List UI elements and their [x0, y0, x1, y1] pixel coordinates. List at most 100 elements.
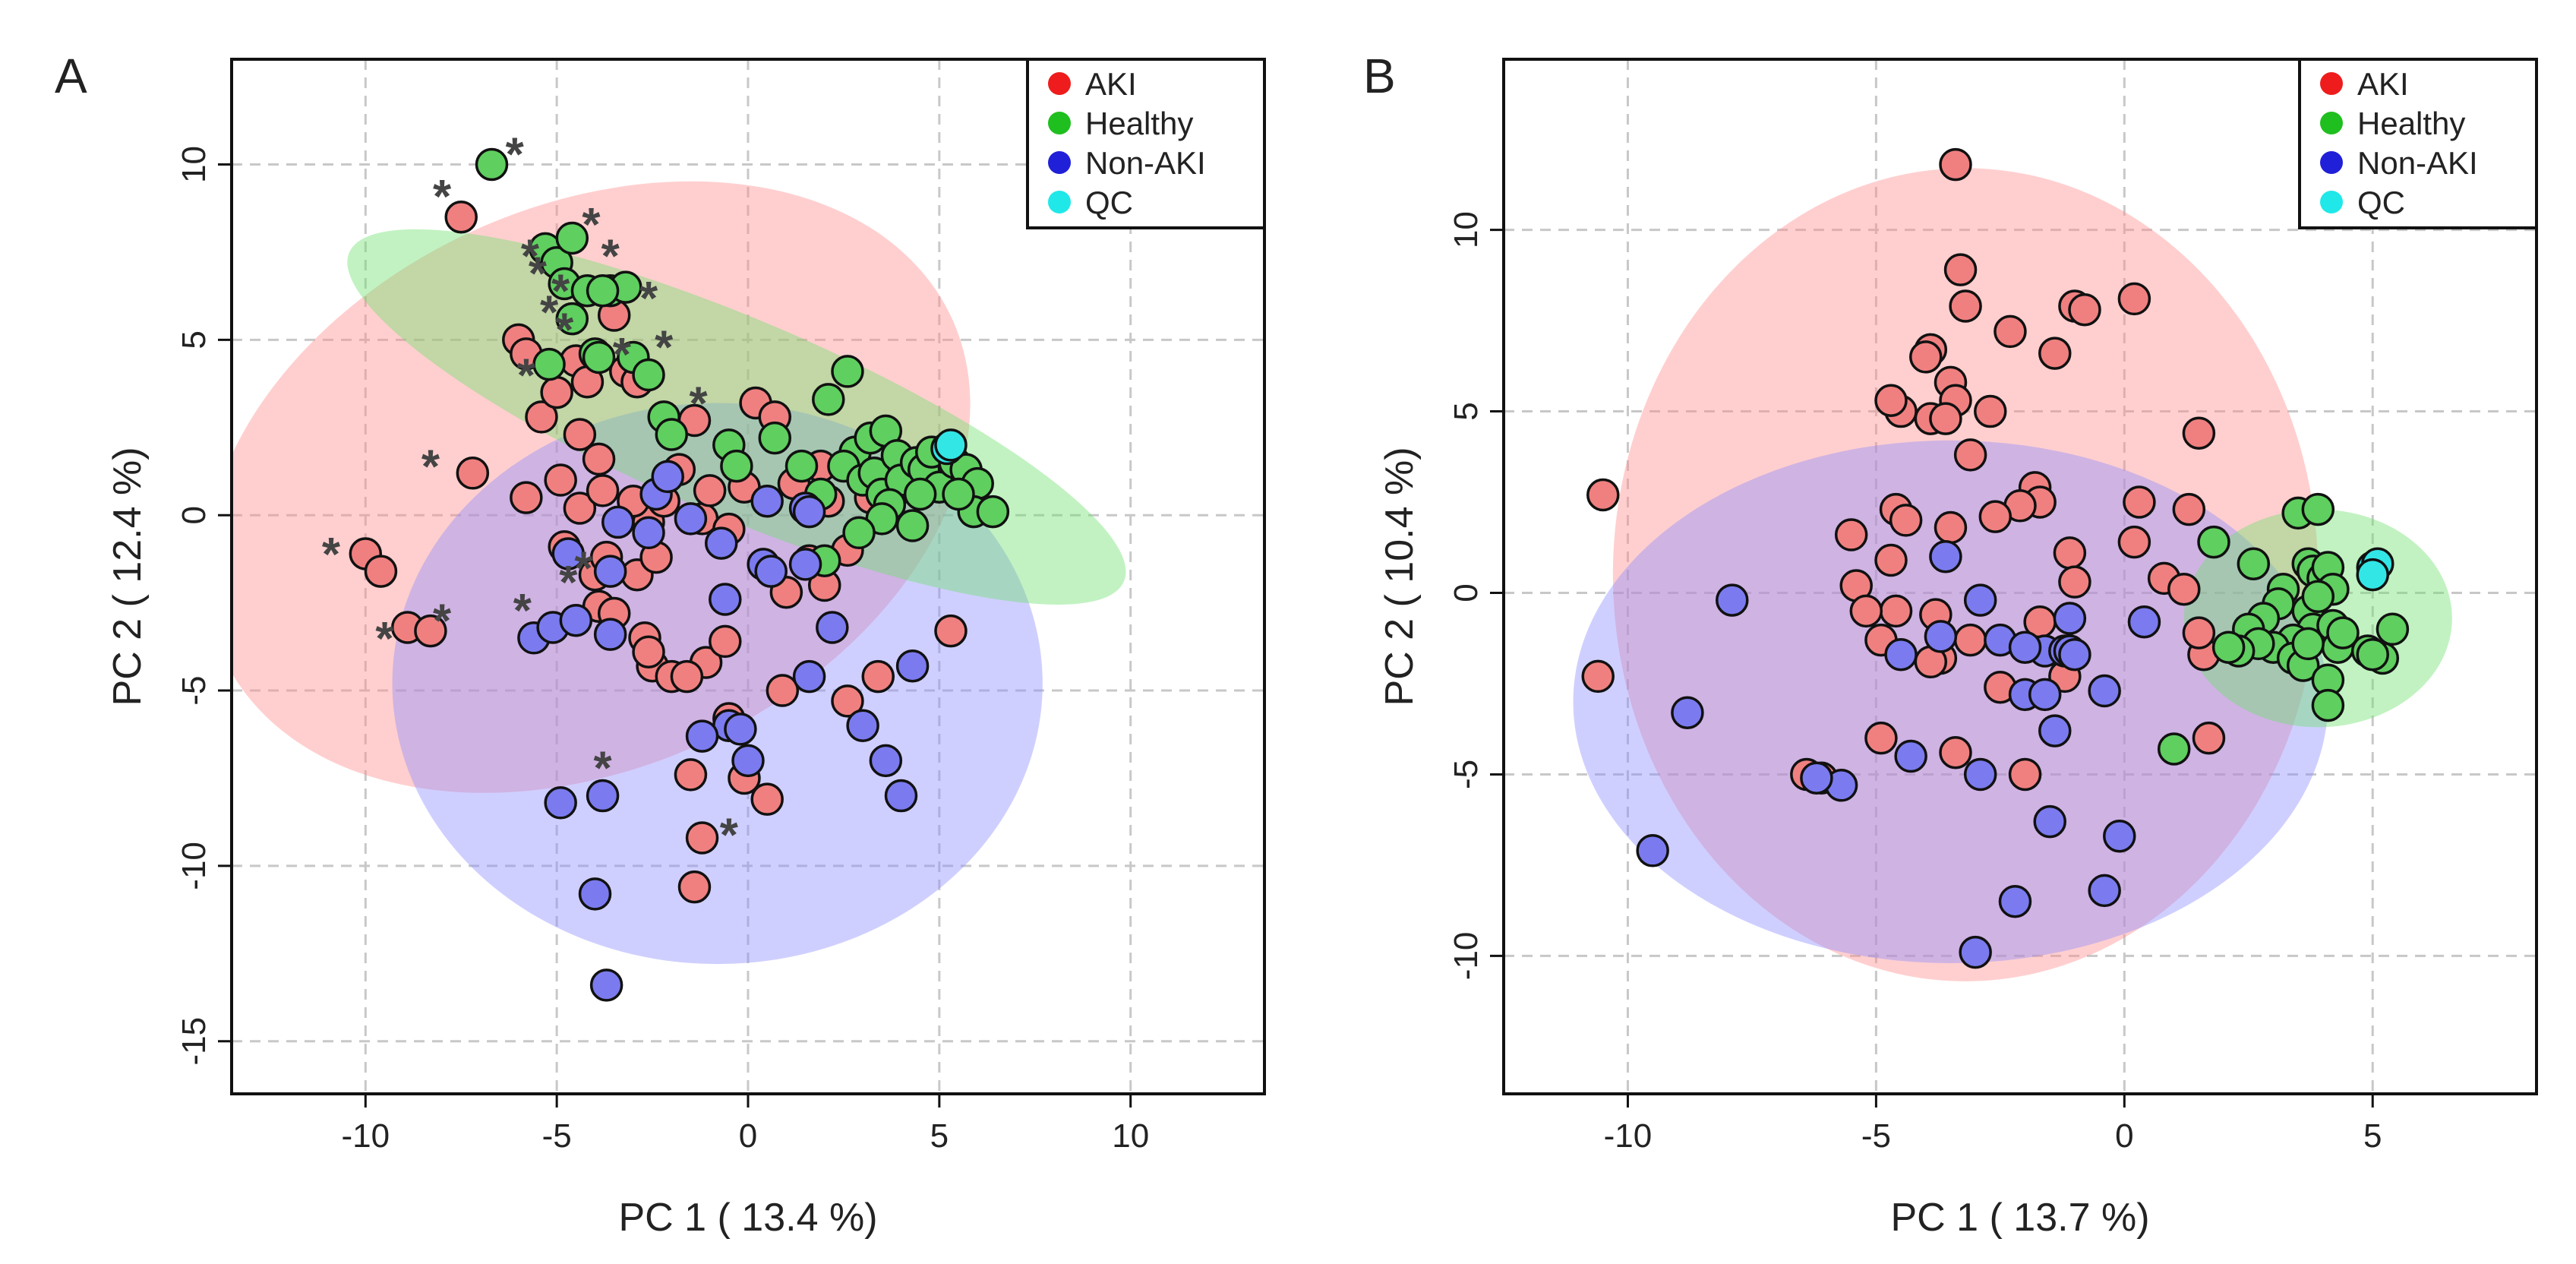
star-marker: *: [551, 266, 570, 318]
point-non-aki: [1716, 583, 1749, 617]
point-non-aki: [1998, 884, 2032, 918]
point-healthy: [532, 347, 566, 381]
legend-marker-aki: [1048, 72, 1071, 95]
point-healthy: [2237, 547, 2271, 581]
point-qc: [934, 428, 968, 462]
y-tick-label: -10: [175, 842, 213, 890]
point-non-aki: [685, 719, 719, 753]
point-non-aki: [2053, 602, 2087, 635]
point-non-aki: [578, 877, 612, 911]
point-non-aki: [2103, 819, 2136, 853]
point-non-aki: [674, 502, 708, 536]
ellipse-aki: [1612, 168, 2319, 981]
star-marker: *: [655, 322, 674, 374]
panel-b: B -10 -5 0 5 -10 -5 0 5 10 PC 1 ( 13.7 %) PC 2 ( 1…: [1363, 49, 2538, 1240]
legend-marker-healthy: [2320, 112, 2343, 134]
point-aki: [510, 481, 543, 514]
star-marker: *: [601, 231, 620, 283]
x-tick-label: 5: [930, 1117, 949, 1155]
star-marker: *: [433, 596, 452, 648]
x-tick-label: -5: [542, 1117, 572, 1155]
x-tick-label: -10: [1604, 1117, 1653, 1155]
point-aki: [2182, 616, 2216, 649]
point-aki: [1834, 518, 1868, 551]
point-aki: [674, 758, 708, 792]
point-aki: [861, 659, 895, 694]
point-healthy: [903, 477, 937, 511]
point-aki: [1953, 438, 1987, 472]
point-non-aki: [559, 603, 593, 637]
point-healthy: [2197, 525, 2230, 559]
point-healthy: [632, 358, 665, 392]
y-tick-label: -5: [1447, 760, 1485, 789]
point-aki: [1939, 736, 1972, 769]
point-aki: [2172, 492, 2206, 526]
y-tick-label: -15: [175, 1017, 213, 1066]
point-aki: [1943, 253, 1978, 286]
point-aki: [693, 474, 727, 507]
star-marker: *: [574, 542, 593, 595]
star-marker: *: [506, 129, 525, 182]
legend-marker-non-aki: [2320, 151, 2343, 174]
point-healthy: [2311, 688, 2345, 722]
panel-letter: A: [55, 49, 87, 103]
star-marker: *: [529, 248, 548, 301]
y-tick-label: 10: [175, 146, 213, 183]
star-marker: *: [322, 529, 341, 581]
point-aki: [632, 635, 665, 669]
point-non-aki: [788, 548, 822, 581]
star-marker: *: [555, 305, 574, 357]
point-healthy: [812, 383, 845, 416]
panel-letter: B: [1363, 49, 1396, 103]
point-aki: [685, 821, 719, 855]
point-non-aki: [2028, 678, 2062, 712]
point-aki: [2123, 485, 2156, 519]
point-non-aki: [1963, 583, 1997, 617]
point-non-aki: [2058, 637, 2091, 672]
star-marker: *: [720, 809, 739, 861]
y-tick-label: 5: [1447, 402, 1485, 420]
point-non-aki: [2033, 804, 2066, 839]
point-non-aki: [1800, 761, 1833, 795]
point-aki: [2182, 416, 2216, 450]
star-marker: *: [689, 378, 708, 430]
point-aki: [544, 463, 577, 497]
point-non-aki: [651, 460, 684, 494]
legend-label-aki: AKI: [2357, 66, 2409, 102]
point-aki: [586, 474, 620, 507]
point-non-aki: [1929, 539, 1962, 574]
point-non-aki: [1924, 620, 1958, 653]
x-tick-label: 0: [2115, 1117, 2133, 1155]
point-healthy: [2376, 612, 2410, 646]
point-non-aki: [709, 583, 742, 616]
point-non-aki: [754, 555, 788, 588]
point-healthy: [582, 340, 616, 374]
star-marker: *: [517, 350, 536, 403]
point-aki: [1874, 543, 1908, 577]
point-aki: [1909, 340, 1943, 374]
point-healthy: [2291, 627, 2325, 661]
point-healthy: [942, 477, 975, 511]
plot-border: [1502, 58, 2538, 1095]
point-aki: [2117, 282, 2151, 316]
point-non-aki: [884, 779, 918, 813]
point-aki: [2117, 525, 2151, 559]
star-marker: *: [582, 199, 601, 251]
point-non-aki: [586, 779, 620, 813]
panel-b-plot: -10 -5 0 5 -10 -5 0 5 10 PC 1 ( 13.7 %) PC 2 ( 10.…: [1378, 58, 2538, 1240]
point-healthy: [2301, 492, 2335, 526]
x-axis-title: PC 1 ( 13.4 %): [618, 1196, 877, 1240]
point-healthy: [2157, 732, 2191, 766]
legend-marker-qc: [2320, 191, 2343, 213]
y-tick-label: 10: [1447, 211, 1485, 248]
point-aki: [2058, 565, 2091, 599]
star-marker: *: [433, 171, 452, 223]
point-non-aki: [792, 659, 826, 694]
point-healthy: [555, 302, 589, 336]
legend-marker-aki: [2320, 72, 2343, 95]
star-marker: *: [613, 329, 632, 381]
point-non-aki: [704, 526, 738, 560]
ellipse-non-aki: [1573, 440, 2328, 963]
plot-area: ***** ***** * ****** * *****: [232, 59, 1264, 1094]
legend-label-healthy: Healthy: [1085, 106, 1193, 141]
